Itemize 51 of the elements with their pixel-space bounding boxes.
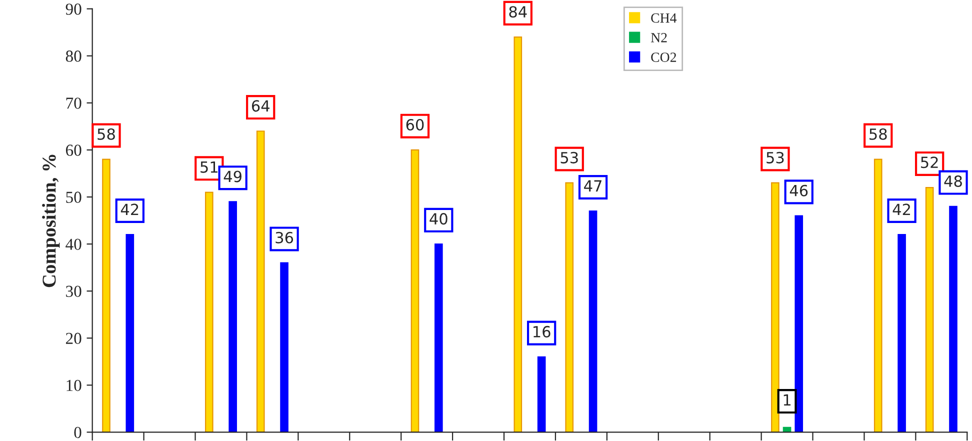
y-tick-label: 60	[66, 144, 82, 156]
bar	[874, 158, 882, 432]
data-label: 48	[944, 175, 962, 187]
y-tick-label: 30	[66, 286, 82, 298]
data-label: 36	[276, 232, 294, 244]
data-label: 58	[870, 128, 887, 140]
bar	[126, 234, 134, 432]
y-axis-title: Composition, %	[42, 154, 60, 288]
data-label: 42	[120, 204, 138, 215]
bar	[898, 234, 906, 432]
bar	[514, 36, 522, 432]
bar	[102, 158, 110, 432]
data-label: 16	[534, 326, 550, 338]
bar	[565, 182, 574, 432]
legend-label: CH4	[651, 13, 677, 23]
y-tick-label: 50	[66, 192, 82, 203]
data-label: 46	[790, 184, 808, 196]
bar	[228, 201, 237, 432]
data-label: 40	[430, 213, 448, 225]
data-label: 64	[252, 100, 270, 112]
y-tick-label: 90	[66, 4, 82, 15]
bar	[410, 149, 420, 432]
data-label: 47	[584, 180, 602, 192]
data-label: 60	[406, 118, 424, 131]
y-tick-label: 20	[66, 332, 82, 344]
bar	[256, 130, 265, 432]
data-label: 53	[766, 152, 784, 164]
bar	[925, 187, 934, 432]
bar	[280, 262, 288, 432]
y-tick-label: 10	[66, 380, 82, 392]
y-tick-label: 40	[66, 238, 82, 250]
data-label: 51	[200, 161, 218, 173]
data-label: 52	[921, 156, 938, 168]
y-tick-label: 80	[66, 50, 82, 62]
bar	[794, 215, 804, 432]
legend-label: CO2	[651, 52, 676, 62]
bar	[588, 210, 598, 432]
y-tick-label: 70	[66, 98, 82, 109]
bar	[204, 192, 214, 432]
y-tick-label: 0	[74, 426, 82, 438]
bar	[434, 243, 443, 432]
data-label: 84	[509, 6, 527, 18]
data-label: 58	[98, 128, 115, 140]
bar	[537, 356, 546, 432]
legend-label: N2	[650, 33, 667, 42]
data-label: 53	[560, 152, 578, 164]
bar	[771, 182, 780, 432]
bar	[949, 206, 958, 432]
data-label: 1	[784, 394, 790, 406]
data-label: 42	[892, 204, 910, 215]
data-label: 49	[224, 170, 242, 182]
